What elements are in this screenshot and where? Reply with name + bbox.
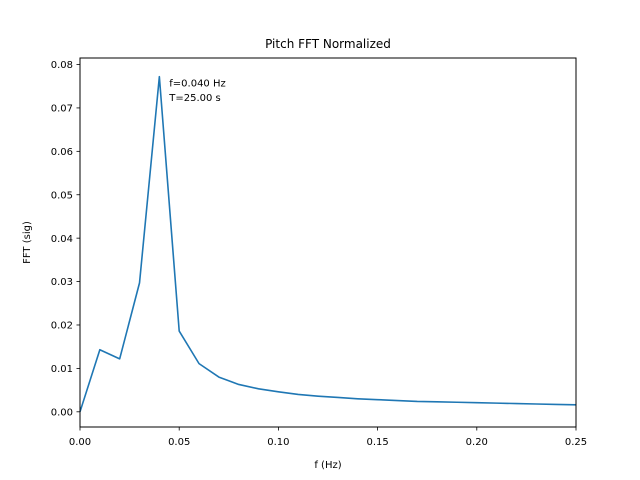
- x-tick-label: 0.20: [466, 437, 488, 448]
- y-tick-label: 0.04: [51, 234, 73, 245]
- y-tick-label: 0.05: [51, 190, 73, 201]
- y-tick-label: 0.01: [51, 364, 73, 375]
- y-tick-label: 0.06: [51, 147, 73, 158]
- peak-annotation: T=25.00 s: [168, 93, 221, 104]
- y-tick-label: 0.08: [51, 60, 73, 71]
- x-axis-ticks: 0.00 0.05 0.10 0.15 0.20 0.25: [69, 427, 587, 448]
- x-tick-label: 0.05: [168, 437, 190, 448]
- y-tick-label: 0.03: [51, 277, 73, 288]
- y-axis-label: FFT (sig): [22, 221, 33, 264]
- annotation-layer: f=0.040 Hz T=25.00 s: [168, 79, 225, 104]
- x-tick-label: 0.00: [69, 437, 91, 448]
- peak-annotation: f=0.040 Hz: [169, 79, 225, 90]
- x-tick-label: 0.10: [267, 437, 289, 448]
- series-layer: [79, 75, 577, 413]
- x-tick-label: 0.25: [565, 437, 587, 448]
- plot-frame: [79, 57, 577, 428]
- x-axis-label: f (Hz): [314, 460, 341, 471]
- x-tick-label: 0.15: [366, 437, 388, 448]
- y-tick-label: 0.00: [51, 407, 73, 418]
- y-tick-label: 0.02: [51, 321, 73, 332]
- fft-series-line: [79, 75, 577, 413]
- y-tick-label: 0.07: [51, 104, 73, 115]
- chart-title: Pitch FFT Normalized: [265, 37, 391, 51]
- y-axis-ticks: 0.00 0.01 0.02 0.03 0.04 0.05 0.06 0.07 0.08: [51, 60, 80, 418]
